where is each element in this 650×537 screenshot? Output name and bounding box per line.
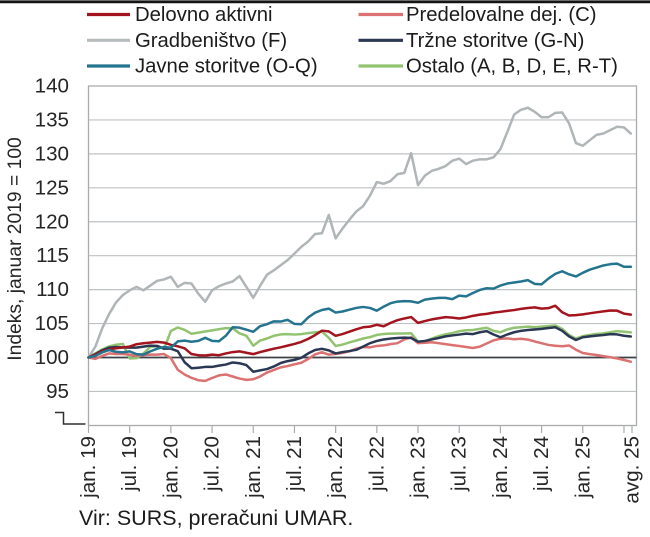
svg-text:105: 105	[35, 312, 69, 335]
svg-text:avg. 25: avg. 25	[621, 436, 644, 504]
svg-text:Indeks, januar 2019 = 100: Indeks, januar 2019 = 100	[5, 137, 26, 361]
svg-text:110: 110	[36, 278, 69, 301]
svg-text:jan. 21: jan. 21	[242, 436, 265, 499]
svg-text:Tržne storitve (G-N): Tržne storitve (G-N)	[406, 30, 584, 52]
svg-text:jul. 22: jul. 22	[365, 436, 388, 492]
svg-text:100: 100	[35, 346, 69, 369]
svg-text:115: 115	[36, 244, 69, 267]
svg-text:jul. 24: jul. 24	[530, 436, 553, 492]
svg-text:140: 140	[35, 75, 69, 98]
svg-text:jul. 19: jul. 19	[118, 436, 141, 492]
svg-text:jul. 21: jul. 21	[283, 436, 306, 492]
svg-text:Delovno aktivni: Delovno aktivni	[135, 4, 273, 26]
svg-text:130: 130	[35, 142, 69, 165]
svg-text:120: 120	[35, 210, 69, 233]
svg-text:jul. 23: jul. 23	[448, 436, 471, 492]
svg-text:jul. 20: jul. 20	[201, 436, 224, 492]
svg-text:jan. 23: jan. 23	[407, 436, 430, 499]
svg-text:jan. 25: jan. 25	[571, 436, 594, 499]
svg-text:125: 125	[35, 176, 69, 199]
svg-text:Vir: SURS, preračuni UMAR.: Vir: SURS, preračuni UMAR.	[79, 506, 353, 530]
svg-text:jan. 19: jan. 19	[77, 436, 100, 499]
svg-text:Ostalo (A, B, D, E, R-T): Ostalo (A, B, D, E, R-T)	[406, 56, 618, 78]
svg-text:95: 95	[46, 380, 69, 403]
svg-text:jan. 24: jan. 24	[489, 436, 512, 499]
svg-text:jan. 22: jan. 22	[324, 436, 347, 499]
svg-text:135: 135	[35, 108, 69, 131]
svg-text:Predelovalne dej. (C): Predelovalne dej. (C)	[406, 4, 597, 26]
svg-text:jan. 20: jan. 20	[159, 436, 182, 499]
svg-text:Javne storitve (O-Q): Javne storitve (O-Q)	[135, 56, 318, 78]
svg-text:Gradbeništvo (F): Gradbeništvo (F)	[135, 30, 287, 52]
